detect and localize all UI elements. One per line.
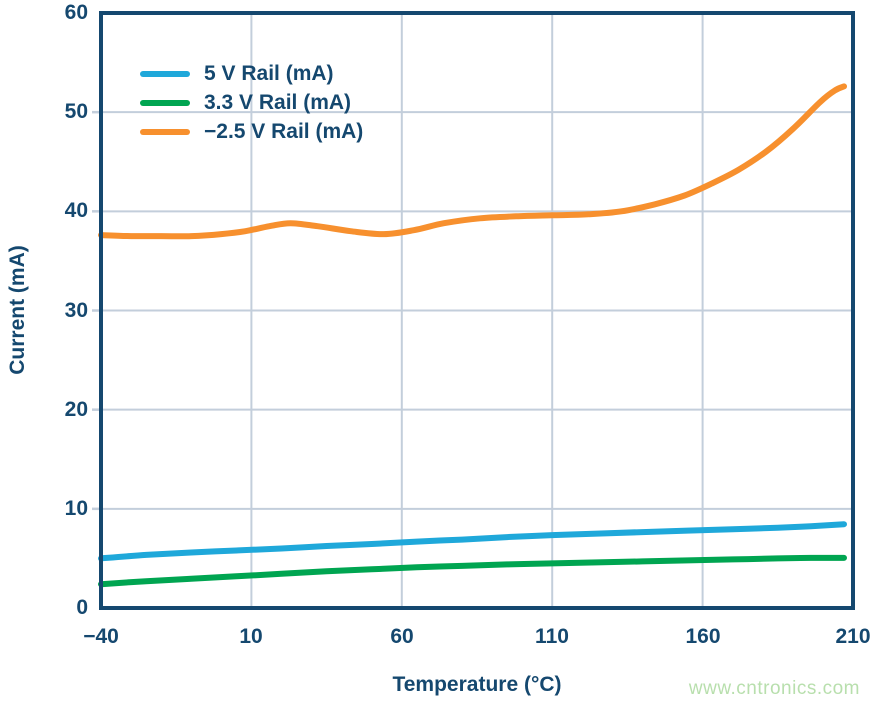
watermark: www.cntronics.com [688, 678, 860, 699]
legend-label-neg-2v5-rail: −2.5 V Rail (mA) [204, 119, 364, 143]
y-tick-label-30: 30 [64, 299, 88, 322]
series-line-neg-2v5-rail [98, 83, 847, 240]
x-tick-label-n40: −40 [83, 625, 119, 648]
series-line-3v3-rail [98, 554, 847, 588]
legend-swatch-5v-rail [140, 70, 190, 77]
legend-item-5v-rail: 5 V Rail (mA) [140, 59, 363, 88]
y-axis-title: Current (mA) [6, 245, 29, 375]
legend-label-5v-rail: 5 V Rail (mA) [204, 61, 334, 85]
y-tick-label-60: 60 [64, 1, 88, 24]
x-tick-label-210: 210 [835, 625, 871, 648]
y-tick-label-50: 50 [64, 100, 88, 123]
series-line-5v-rail [98, 521, 847, 562]
legend-item-3v3-rail: 3.3 V Rail (mA) [140, 88, 363, 117]
y-tick-label-40: 40 [64, 199, 88, 222]
legend-label-3v3-rail: 3.3 V Rail (mA) [204, 90, 352, 114]
plot-frame [99, 11, 855, 610]
legend-swatch-3v3-rail [140, 99, 190, 106]
x-tick-label-10: 10 [239, 625, 263, 648]
legend-swatch-neg-2v5-rail [140, 128, 190, 135]
y-tick-label-10: 10 [64, 497, 88, 520]
legend: 5 V Rail (mA) 3.3 V Rail (mA) −2.5 V Rai… [140, 59, 363, 146]
x-tick-label-160: 160 [685, 625, 721, 648]
x-tick-label-60: 60 [390, 625, 414, 648]
legend-item-neg-2v5-rail: −2.5 V Rail (mA) [140, 117, 363, 146]
x-axis-title: Temperature (°C) [392, 673, 562, 696]
y-tick-label-0: 0 [76, 596, 88, 619]
x-tick-label-110: 110 [535, 625, 569, 648]
y-tick-label-20: 20 [64, 398, 88, 421]
